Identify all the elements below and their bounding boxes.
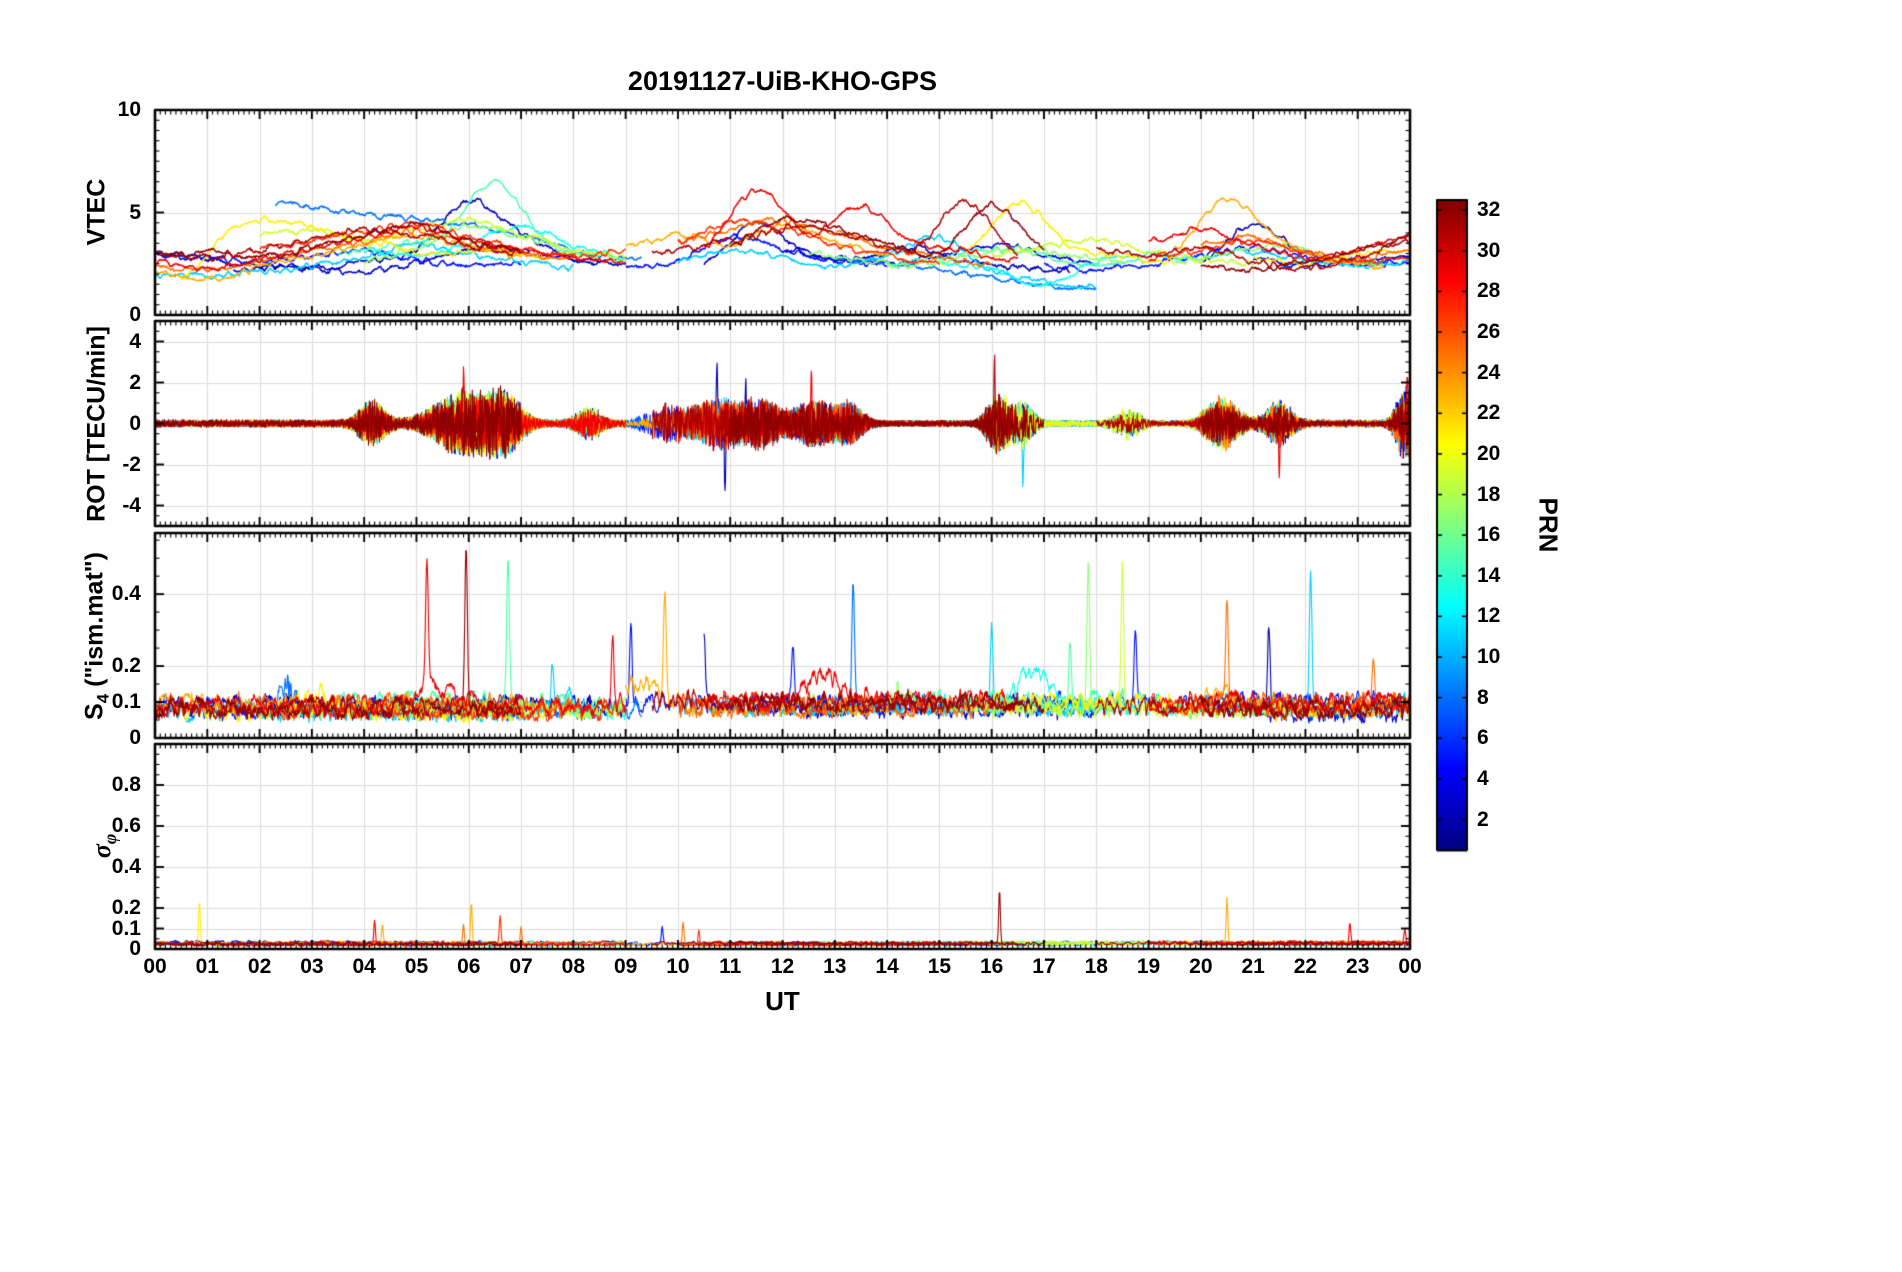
x-tick-label: 16	[979, 955, 1004, 978]
y-tick-label: 0.1	[111, 690, 141, 714]
y-tick-label: 10	[117, 98, 141, 121]
y-tick-label: 0.1	[111, 916, 141, 940]
y-tick-label: 0	[129, 726, 141, 749]
x-tick-label: 01	[195, 955, 219, 978]
chart-title: 20191127-UiB-KHO-GPS	[627, 66, 938, 96]
y-tick-label: -2	[122, 452, 141, 476]
x-tick-label: 23	[1346, 955, 1370, 978]
x-tick-label: 12	[770, 955, 795, 978]
y-tick-label: 0.8	[111, 773, 141, 796]
y-tick-label: 0	[129, 411, 141, 435]
colorbar-tick-label: 18	[1477, 482, 1501, 506]
x-axis-label: UT	[765, 986, 800, 1016]
colorbar-tick-label: 26	[1477, 320, 1501, 344]
x-tick-label: 14	[875, 955, 899, 978]
y-tick-label: 2	[129, 370, 141, 394]
colorbar-tick-label: 20	[1477, 441, 1501, 465]
colorbar-tick-label: 22	[1477, 401, 1501, 425]
x-tick-label: 19	[1136, 955, 1161, 978]
x-tick-label: 22	[1293, 955, 1318, 978]
x-tick-label: 11	[719, 955, 742, 978]
colorbar-tick-label: 16	[1477, 523, 1501, 547]
y-tick-label: 4	[129, 329, 141, 353]
x-tick-label: 00	[1398, 955, 1422, 978]
x-tick-label: 04	[352, 955, 376, 978]
colorbar-tick-label: 32	[1477, 198, 1501, 222]
colorbar-label: PRN	[1533, 497, 1564, 553]
x-tick-label: 15	[927, 955, 952, 978]
x-tick-label: 06	[457, 955, 481, 978]
x-tick-label: 03	[300, 955, 324, 978]
x-tick-label: 21	[1241, 955, 1265, 978]
y-tick-label: 0	[129, 937, 141, 960]
x-tick-label: 08	[561, 955, 585, 978]
colorbar-tick-label: 4	[1477, 766, 1489, 790]
colorbar-tick-label: 2	[1477, 807, 1489, 831]
y-tick-label: 0.4	[111, 582, 141, 606]
colorbar-tick-label: 10	[1477, 645, 1501, 669]
x-tick-label: 10	[666, 955, 690, 978]
y-tick-label: 0.2	[111, 654, 141, 678]
y-tick-label: 0.4	[111, 855, 141, 878]
colorbar-tick-label: 12	[1477, 604, 1501, 628]
x-tick-label: 09	[613, 955, 638, 978]
colorbar-tick-label: 8	[1477, 685, 1489, 709]
y-tick-label: 5	[129, 200, 141, 224]
y-tick-label: 0.6	[111, 814, 141, 837]
x-tick-label: 07	[509, 955, 533, 978]
y-tick-label: 0	[129, 303, 141, 326]
x-tick-label: 13	[823, 955, 847, 978]
x-tick-label: 18	[1084, 955, 1108, 978]
colorbar-tick-label: 28	[1477, 279, 1501, 303]
x-tick-label: 00	[143, 955, 167, 978]
x-tick-label: 02	[247, 955, 272, 978]
x-tick-label: 05	[404, 955, 429, 978]
colorbar-tick-label: 30	[1477, 238, 1501, 262]
colorbar-tick-label: 24	[1477, 360, 1501, 384]
y-tick-label: 0.2	[111, 896, 141, 919]
colorbar-tick-label: 14	[1477, 563, 1501, 587]
y-tick-label: -4	[122, 493, 141, 517]
x-tick-label: 17	[1032, 955, 1056, 978]
colorbar-tick-label: 6	[1477, 726, 1489, 750]
x-tick-label: 20	[1189, 955, 1213, 978]
